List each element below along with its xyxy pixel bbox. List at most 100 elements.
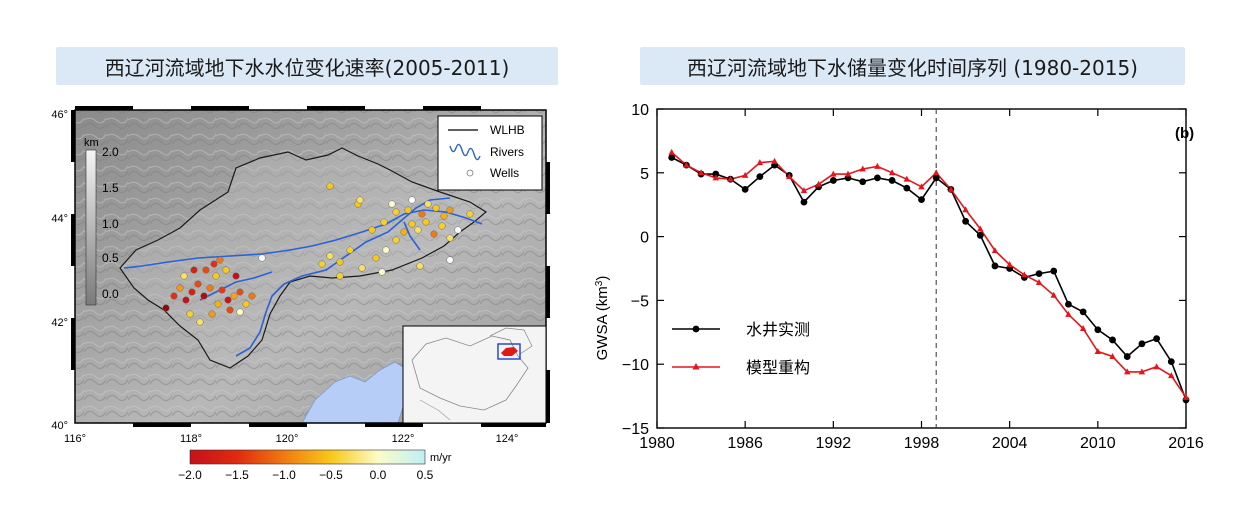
model-point [1006,261,1013,268]
well-point [346,246,354,254]
well-point [236,308,244,316]
well-point [392,236,400,244]
well-point [208,310,216,318]
model-point [1021,271,1028,278]
well-points [162,182,474,326]
model-point [1035,279,1043,286]
well-point [416,262,424,270]
well-point [232,272,240,280]
x-tick-label: 2016 [1168,435,1204,452]
observed-point [888,177,896,184]
elevation-tick: 1.0 [102,217,119,231]
lon-labels: 116° 118° 120° 122° 124° [64,433,518,445]
y-tick-label: 5 [640,166,649,183]
y-tick-label: −5 [631,293,649,310]
model-point [1182,393,1190,400]
well-point [414,226,422,234]
model-point [712,174,719,181]
observed-point [1079,308,1087,316]
well-point [368,226,376,234]
y-axis-ticks: 10 5 0 −5 −10 −15 [622,102,1186,438]
model-point [932,169,940,176]
model-point [844,170,852,177]
lon-label: 120° [276,433,299,445]
lon-label: 118° [180,433,202,445]
well-point [356,196,364,204]
model-point [874,162,881,169]
legend-marker-observed [692,325,700,333]
observed-point [668,154,676,161]
well-point [378,268,386,276]
well-point [222,266,230,274]
well-point [404,206,412,214]
legend-label: 水井实测 [746,321,810,339]
model-point [786,173,793,180]
elevation-tick: 1.5 [102,181,119,195]
lat-labels: 46° 44° 42° 40° [51,109,68,432]
lat-label: 42° [51,317,68,329]
observed-point [712,170,720,178]
well-point [438,222,446,230]
circle-icon [466,169,474,177]
well-point [432,204,440,212]
colorbar-tick: 0.5 [417,468,434,482]
y-axis-label: GWSA (km3) [594,276,612,361]
well-point [446,234,454,242]
well-point [358,264,366,272]
well-point [248,292,256,300]
y-tick-label: 0 [640,230,649,247]
legend-marker-model [692,363,700,370]
well-point [200,292,208,300]
model-point [1065,310,1072,317]
groundwater-rate-map: 46° 44° 42° 40° 116° 118° 120° 122° 124°… [51,106,550,482]
right-panel-title: 西辽河流域地下水储量变化时间序列 (1980-2015) [640,47,1185,85]
lon-label: 122° [392,433,415,445]
model-point [668,148,675,155]
observed-point [918,196,925,203]
well-point [190,266,198,274]
observed-point [874,174,881,182]
y-tick-label: 10 [631,102,649,119]
model-point [962,206,969,213]
lat-label: 46° [51,109,68,121]
colorbar-tick: −0.5 [319,468,343,482]
model-point [859,165,866,172]
model-point [947,185,955,192]
observed-point [1167,358,1175,366]
well-point [388,200,396,208]
model-point [741,171,749,178]
well-point [422,218,430,226]
legend-label: WLHB [490,123,525,137]
model-point [771,157,778,164]
observed-point [1153,335,1161,343]
well-point [182,296,190,304]
model-point [888,169,896,176]
well-point [392,208,400,216]
observed-point [903,184,911,192]
plot-area-border [656,108,1187,429]
observed-point [1065,300,1072,308]
left-panel-title: 西辽河流域地下水水位变化速率(2005-2011) [56,47,558,85]
model-point [1153,363,1160,370]
model-point [1138,368,1146,375]
colorbar-tick: −1.0 [272,468,296,482]
y-tick-label: −15 [622,421,649,438]
well-point [202,266,210,274]
well-point [408,220,416,228]
well-point [336,272,344,280]
well-point [194,280,202,288]
lat-label: 44° [51,213,68,225]
legend-label: Rivers [490,145,524,159]
well-point [188,288,196,296]
well-point [176,284,184,292]
elevation-bar: km 2.0 1.5 1.0 0.5 0.0 [84,137,119,306]
well-point [236,288,244,296]
inset-highlight-box [497,343,521,360]
observed-point [741,185,749,193]
observed-point [800,198,808,206]
well-point [242,300,250,308]
blue-river-icon [449,143,481,161]
observed-point [1138,340,1146,348]
well-point [258,254,266,262]
model-point [1079,324,1087,331]
